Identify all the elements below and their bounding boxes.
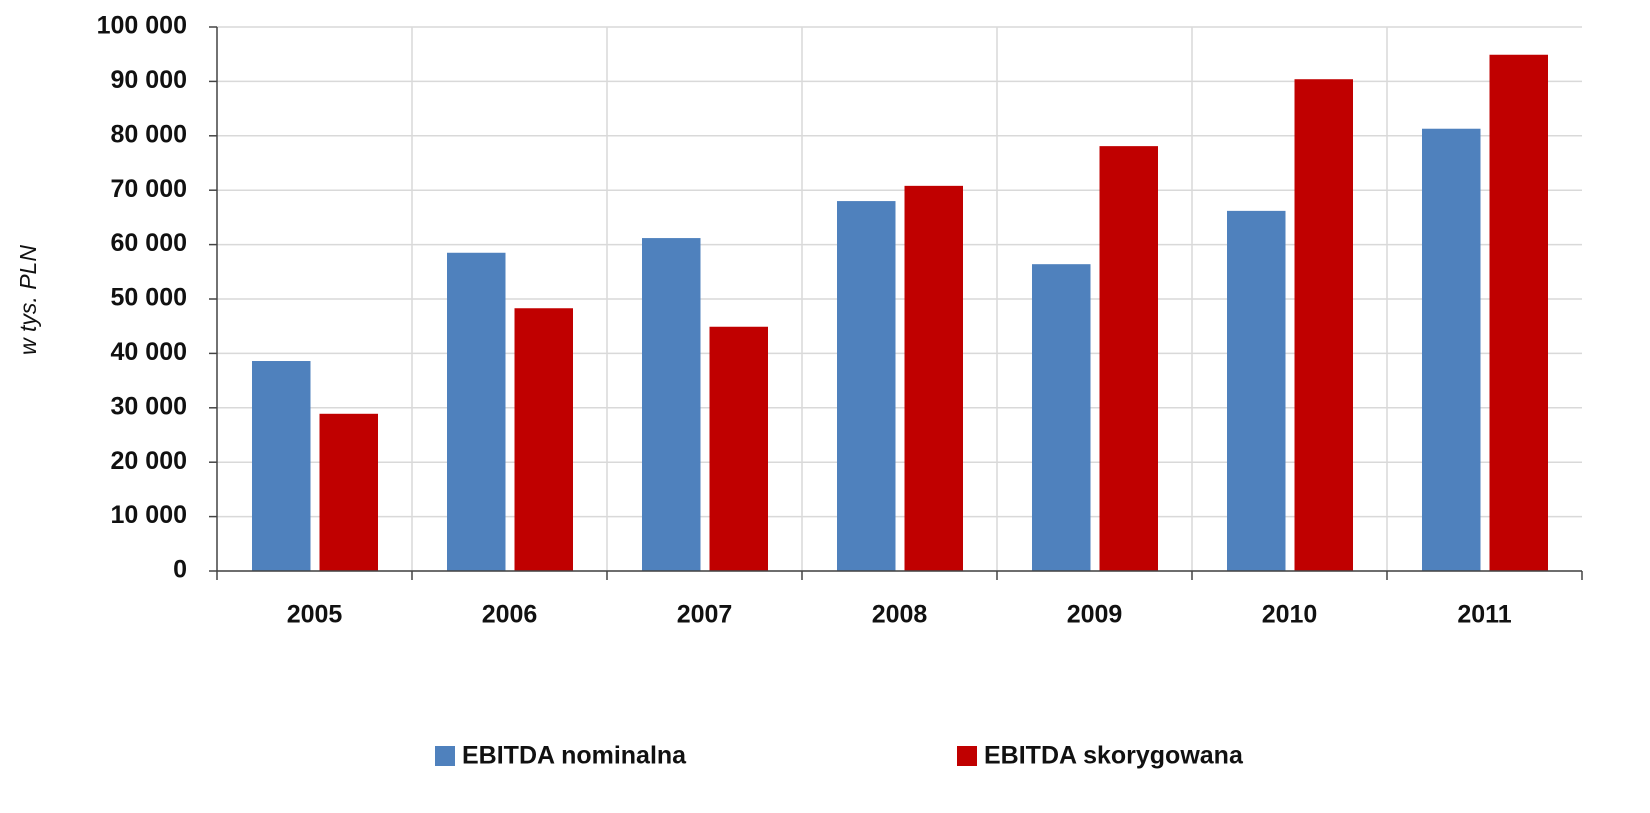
legend-swatch <box>957 746 977 766</box>
y-tick-label: 100 000 <box>97 12 187 40</box>
bar <box>1294 79 1353 571</box>
y-tick-label: 20 000 <box>111 447 187 475</box>
y-tick-label: 0 <box>173 556 187 584</box>
bar <box>837 201 896 571</box>
bar <box>1099 146 1158 572</box>
bar <box>1227 210 1286 571</box>
y-tick-label: 30 000 <box>111 392 187 420</box>
x-tick-label: 2010 <box>1262 601 1318 629</box>
y-tick-label: 90 000 <box>111 66 187 94</box>
y-tick-label: 80 000 <box>111 120 187 148</box>
bar <box>447 252 506 571</box>
bar <box>709 326 768 571</box>
y-tick-label: 70 000 <box>111 175 187 203</box>
bar <box>1422 128 1481 571</box>
x-tick-label: 2011 <box>1457 601 1511 629</box>
x-tick-label: 2005 <box>287 601 343 629</box>
x-tick-label: 2007 <box>677 601 733 629</box>
bar <box>1032 264 1091 571</box>
y-tick-label: 50 000 <box>111 284 187 312</box>
legend-label: EBITDA nominalna <box>462 742 687 770</box>
bar <box>642 238 701 571</box>
bar <box>252 361 311 571</box>
y-axis-label: w tys. PLN <box>15 245 41 355</box>
bar <box>904 185 963 571</box>
bar <box>514 308 573 571</box>
y-tick-label: 10 000 <box>111 501 187 529</box>
bar <box>1489 54 1548 571</box>
bar <box>319 413 378 571</box>
x-tick-label: 2009 <box>1067 601 1123 629</box>
legend-swatch <box>435 746 455 766</box>
legend-label: EBITDA skorygowana <box>984 742 1244 770</box>
x-tick-label: 2006 <box>482 601 538 629</box>
y-tick-label: 40 000 <box>111 338 187 366</box>
x-tick-label: 2008 <box>872 601 928 629</box>
y-tick-label: 60 000 <box>111 229 187 257</box>
